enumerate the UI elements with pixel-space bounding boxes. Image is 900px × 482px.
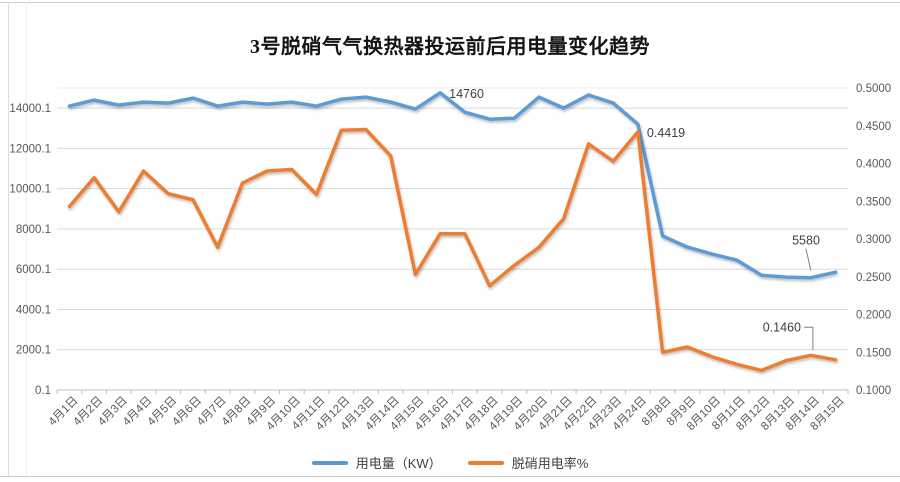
y-axis-label-right: 0.5000 (856, 83, 891, 95)
frame-border-bottom (0, 476, 900, 477)
y-axis-label-right: 0.4500 (856, 121, 891, 133)
legend-item-1: 脱硝用电率% (467, 453, 589, 472)
y-axis-label-left: 0.1 (35, 385, 51, 397)
y-axis-label-left: 12000.1 (9, 143, 51, 155)
legend-line-swatch (467, 460, 504, 465)
annotation-leader (803, 326, 814, 351)
legend-line-swatch (311, 460, 348, 465)
data-label: 14760 (449, 87, 484, 101)
y-axis-label-left: 10000.1 (9, 184, 51, 196)
y-axis-label-right: 0.2000 (856, 310, 891, 322)
data-label: 0.1460 (763, 320, 801, 334)
y-axis-label-left: 6000.1 (16, 264, 51, 276)
y-axis-label-right: 0.1000 (856, 385, 891, 397)
y-axis-label-left: 14000.1 (9, 103, 51, 115)
y-axis-label-right: 0.2500 (856, 272, 891, 284)
y-axis-label-right: 0.3500 (856, 196, 891, 208)
legend-label: 用电量（KW） (355, 456, 442, 471)
y-axis-label-right: 0.3000 (856, 234, 891, 246)
series-1-line (67, 127, 838, 373)
y-axis-label-right: 0.1500 (856, 347, 891, 359)
frame-border-top (0, 2, 900, 3)
annotation-leader (805, 248, 812, 271)
frame-border-left (8, 2, 9, 476)
frame-border-left-inner (26, 2, 27, 476)
chart-title: 3号脱硝气气换热器投运前后用电量变化趋势 (250, 36, 650, 58)
legend-label: 脱硝用电率% (511, 456, 589, 471)
data-label: 0.4419 (647, 126, 685, 140)
y-axis-label-right: 0.4000 (856, 159, 891, 171)
y-axis-label-left: 8000.1 (16, 224, 51, 236)
data-label: 5580 (792, 234, 820, 248)
series-0-line (67, 91, 838, 280)
legend-item-0: 用电量（KW） (311, 453, 442, 472)
y-axis-label-left: 2000.1 (16, 345, 51, 357)
y-axis-label-left: 4000.1 (16, 304, 51, 316)
chart-legend: 用电量（KW） 脱硝用电率% (0, 453, 900, 472)
